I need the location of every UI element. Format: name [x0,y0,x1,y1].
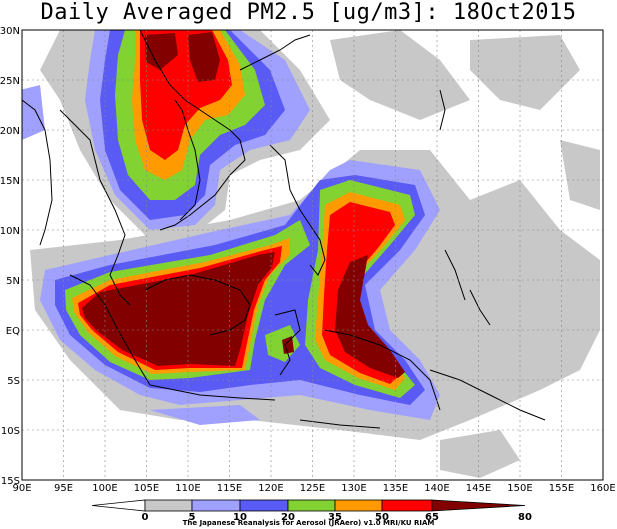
lat-tick-label: 5N [6,276,20,287]
colorbar-tick-label: 35 [328,512,342,523]
pm25-contours [22,30,603,480]
lon-tick-label: 130E [341,483,366,494]
lat-tick-label: 30N [0,26,20,37]
colorbar-swatch [191,499,241,512]
lat-tick-label: 25N [0,76,20,87]
lon-tick-label: 105E [134,483,159,494]
lat-tick-label: 5S [7,376,20,387]
lon-tick-label: 135E [383,483,408,494]
colorbar-swatch [381,499,433,512]
lat-tick-label: 20N [0,126,20,137]
colorbar-swatch [91,499,146,512]
lat-tick-label: 10N [0,226,20,237]
colorbar-swatch [431,499,526,512]
colorbar-swatch [287,499,336,512]
colorbar-swatch [334,499,383,512]
contour-level-above-80 [82,32,405,378]
colorbar-tick-label: 65 [425,512,439,523]
colorbar: 0 5 10 20 35 50 65 80 [91,499,532,523]
colorbar-tick-label: 0 [142,512,149,523]
colorbar-tick-label: 80 [518,512,532,523]
colorbar-tick-label: 5 [189,512,196,523]
lat-tick-label: EQ [6,326,20,337]
lon-tick-label: 150E [507,483,532,494]
lat-tick-label: 15S [1,476,20,487]
colorbar-swatch [144,499,193,512]
coastlines [22,30,546,429]
lat-tick-label: 10S [1,426,20,437]
lat-tick-label: 15N [0,176,20,187]
lat-lon-grid [22,30,603,480]
colorbar-tick-label: 10 [233,512,247,523]
latitude-tick-labels: 30N 25N 20N 15N 10N 5N EQ 5S 10S 15S [0,26,20,487]
colorbar-swatch [239,499,289,512]
lon-tick-label: 160E [590,483,615,494]
lon-tick-label: 145E [466,483,491,494]
lon-tick-label: 100E [92,483,117,494]
map-title: Daily Averaged PM2.5 [ug/m3]: 18Oct2015 [40,0,577,25]
lon-tick-label: 110E [175,483,200,494]
lon-tick-label: 90E [12,483,31,494]
colorbar-tick-label: 50 [375,512,389,523]
longitude-tick-labels: 90E 95E 100E 105E 110E 115E 120E 125E 130E 135E 14… [12,483,615,494]
lon-tick-label: 125E [300,483,325,494]
map-frame [21,29,604,481]
lon-tick-label: 120E [258,483,283,494]
footer-credit: The Japanese Reanalysis for Aerosol (JRA… [182,519,435,527]
lon-tick-label: 95E [54,483,73,494]
colorbar-tick-label: 20 [281,512,295,523]
lon-tick-label: 155E [549,483,574,494]
lon-tick-label: 115E [217,483,242,494]
lon-tick-label: 140E [424,483,449,494]
